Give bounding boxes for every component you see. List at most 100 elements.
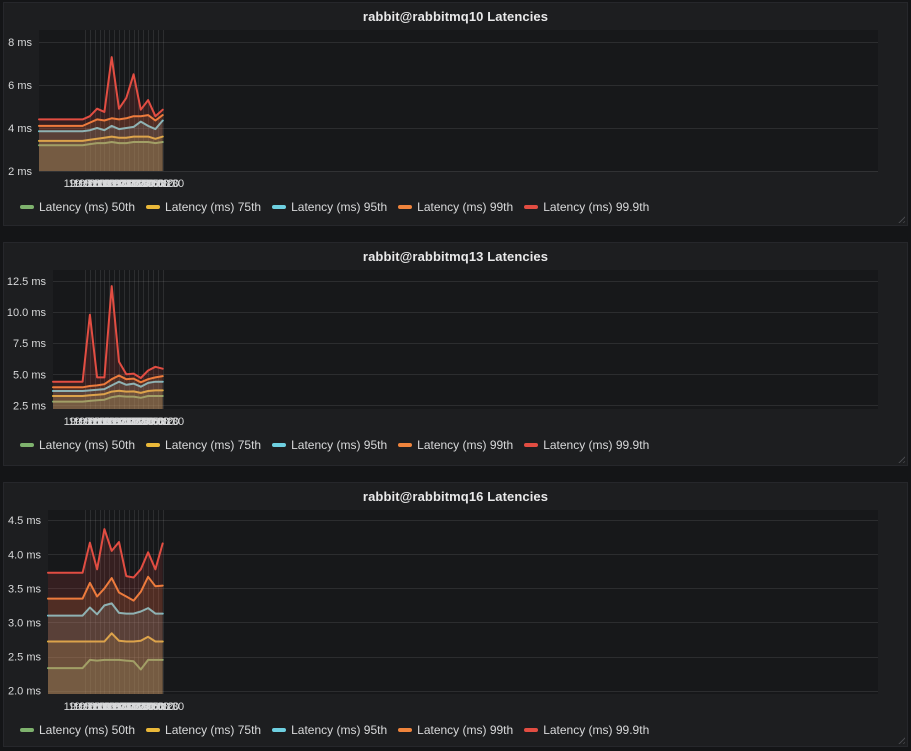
x-tick-label: 19:08:00 xyxy=(127,416,170,428)
y-axis-labels: 8 ms 6 ms 4 ms 2 ms xyxy=(8,37,32,178)
legend-label: Latency (ms) 99th xyxy=(417,200,514,214)
legend-item-50th[interactable]: Latency (ms) 50th xyxy=(20,438,135,452)
x-tick-label: 19:07:40 xyxy=(117,701,160,713)
x-tick-label: 19:08:20 xyxy=(136,178,179,190)
legend-item-99th[interactable]: Latency (ms) 99th xyxy=(398,438,513,452)
panel-title[interactable]: rabbit@rabbitmq16 Latencies xyxy=(362,489,549,504)
chart-canvas: 8 ms 6 ms 4 ms 2 ms 19:05:5019:06:0019:06:10… xyxy=(8,30,878,190)
x-tick-label: 19:06:10 xyxy=(73,416,116,428)
x-tick-label: 19:06:20 xyxy=(78,416,121,428)
panel-resize-handle[interactable] xyxy=(896,214,905,223)
legend-item-95th[interactable]: Latency (ms) 95th xyxy=(272,200,387,214)
legend-item-75th[interactable]: Latency (ms) 75th xyxy=(146,723,261,737)
legend-color-dash xyxy=(272,443,287,447)
series-area-99.9th xyxy=(48,529,163,694)
legend-item-95th[interactable]: Latency (ms) 95th xyxy=(272,438,387,452)
plot-area xyxy=(39,30,878,171)
x-tick-label: 19:07:10 xyxy=(102,701,145,713)
legend-item-75th[interactable]: Latency (ms) 75th xyxy=(146,200,261,214)
legend-item-99.9th[interactable]: Latency (ms) 99.9th xyxy=(524,723,649,737)
legend-color-dash xyxy=(146,205,161,209)
series-line-95th xyxy=(47,602,164,617)
x-tick-label: 19:07:00 xyxy=(98,416,141,428)
legend-item-50th[interactable]: Latency (ms) 50th xyxy=(20,200,135,214)
x-tick-label: 19:07:20 xyxy=(107,701,150,713)
series-line-95th xyxy=(52,380,164,392)
y-tick-label: 5.0 ms xyxy=(13,369,47,381)
x-tick-label: 19:06:40 xyxy=(88,701,131,713)
series-area-75th xyxy=(39,136,163,171)
y-tick-label: 10.0 ms xyxy=(7,307,47,319)
legend-label: Latency (ms) 99.9th xyxy=(543,200,650,214)
x-tick-label: 19:05:50 xyxy=(64,701,107,713)
x-tick-label: 19:06:40 xyxy=(88,416,131,428)
panel-resize-handle[interactable] xyxy=(896,454,905,463)
y-tick-label: 8 ms xyxy=(8,37,32,49)
y-axis-labels: 4.5 ms 4.0 ms 3.5 ms 3.0 ms 2.5 ms 2.0 ms xyxy=(8,515,42,697)
legend-item-99.9th[interactable]: Latency (ms) 99.9th xyxy=(524,200,649,214)
x-tick-label: 19:06:40 xyxy=(88,178,131,190)
series-area-75th xyxy=(48,633,163,694)
x-tick-label: 19:07:30 xyxy=(112,701,155,713)
legend-label: Latency (ms) 75th xyxy=(165,723,262,737)
legend-item-99th[interactable]: Latency (ms) 99th xyxy=(398,723,513,737)
series-line-50th xyxy=(47,658,164,671)
x-tick-label: 19:07:30 xyxy=(112,416,155,428)
x-tick-label: 19:07:10 xyxy=(102,178,145,190)
legend-color-dash xyxy=(524,443,539,447)
y-tick-label: 4 ms xyxy=(8,123,32,135)
x-tick-label: 19:08:00 xyxy=(127,178,170,190)
legend-label: Latency (ms) 75th xyxy=(165,200,262,214)
legend-label: Latency (ms) 95th xyxy=(291,200,388,214)
legend-item-99th[interactable]: Latency (ms) 99th xyxy=(398,200,513,214)
series-line-95th xyxy=(38,119,164,133)
latency-panel-rabbitmq16: rabbit@rabbitmq16 Latencies 4.5 ms 4.0 ms… xyxy=(3,482,908,747)
x-tick-label: 19:08:30 xyxy=(141,416,184,428)
panel-title[interactable]: rabbit@rabbitmq13 Latencies xyxy=(362,249,549,264)
legend-color-dash xyxy=(20,443,34,447)
legend-label: Latency (ms) 50th xyxy=(39,438,136,452)
legend-item-99.9th[interactable]: Latency (ms) 99.9th xyxy=(524,438,649,452)
legend-item-75th[interactable]: Latency (ms) 75th xyxy=(146,438,261,452)
series-line-99th xyxy=(47,575,164,602)
series-line-75th xyxy=(47,632,164,643)
x-axis-labels: 19:05:5019:06:0019:06:1019:06:2019:06:30… xyxy=(64,178,185,190)
x-tick-label: 19:05:50 xyxy=(64,416,107,428)
legend-color-dash xyxy=(146,443,161,447)
grid xyxy=(53,270,878,409)
plot-area xyxy=(48,510,878,694)
x-tick-label: 19:05:50 xyxy=(64,178,107,190)
y-tick-label: 3.0 ms xyxy=(8,617,42,629)
x-tick-label: 19:06:00 xyxy=(68,416,111,428)
legend-label: Latency (ms) 99th xyxy=(417,438,514,452)
series-area-99th xyxy=(48,576,163,694)
legend-item-95th[interactable]: Latency (ms) 95th xyxy=(272,723,387,737)
x-tick-label: 19:07:40 xyxy=(117,416,160,428)
x-axis-labels: 19:05:5019:06:0019:06:1019:06:2019:06:30… xyxy=(64,416,185,428)
y-tick-label: 4.0 ms xyxy=(8,549,42,561)
series-line-99.9th xyxy=(52,285,164,383)
legend-color-dash xyxy=(524,728,539,732)
panel-title[interactable]: rabbit@rabbitmq10 Latencies xyxy=(362,9,549,24)
x-tick-label: 19:07:20 xyxy=(107,416,150,428)
legend-label: Latency (ms) 99.9th xyxy=(543,723,650,737)
x-tick-label: 19:06:30 xyxy=(83,178,126,190)
x-tick-label: 19:06:10 xyxy=(73,701,116,713)
series-line-99.9th xyxy=(38,56,164,121)
x-tick-label: 19:06:10 xyxy=(73,178,116,190)
x-tick-label: 19:06:00 xyxy=(68,178,111,190)
panel-resize-handle[interactable] xyxy=(896,735,905,744)
x-tick-label: 19:06:00 xyxy=(68,701,111,713)
x-axis-labels: 19:05:5019:06:0019:06:1019:06:2019:06:30… xyxy=(64,701,185,713)
series-area-99.9th xyxy=(53,286,163,409)
legend-color-dash xyxy=(20,205,34,209)
legend-item-50th[interactable]: Latency (ms) 50th xyxy=(20,723,135,737)
y-tick-label: 6 ms xyxy=(8,80,32,92)
series-area-95th xyxy=(48,603,163,694)
x-tick-label: 19:07:40 xyxy=(117,178,160,190)
legend-color-dash xyxy=(398,443,413,447)
y-tick-label: 2.0 ms xyxy=(8,686,42,698)
chart-legend: Latency (ms) 50th Latency (ms) 75th Latenc… xyxy=(20,200,907,214)
y-tick-label: 2 ms xyxy=(8,166,32,178)
series-area-99.9th xyxy=(39,57,163,171)
